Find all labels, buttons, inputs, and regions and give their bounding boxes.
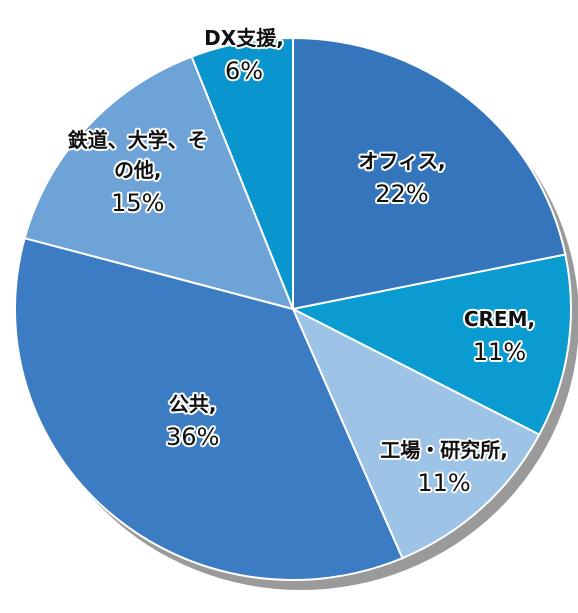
slice-label: オフィス, 22% bbox=[358, 146, 445, 212]
slice-label: 公共, 36% bbox=[166, 389, 219, 455]
category-label: オフィス, bbox=[358, 148, 446, 173]
pie-slice bbox=[289, 253, 572, 436]
pie-slice bbox=[23, 55, 295, 311]
pie-slice bbox=[292, 36, 567, 311]
pie-slice bbox=[190, 36, 294, 310]
pie-slice bbox=[14, 236, 404, 581]
value-label: 36% bbox=[166, 422, 220, 451]
value-label: 15% bbox=[111, 189, 165, 218]
category-label: DX支援, bbox=[204, 26, 284, 51]
slice-label: DX支援, 6% bbox=[204, 23, 284, 89]
category-label: 鉄道、大学、その他, bbox=[67, 128, 208, 183]
category-label: 工場・研究所, bbox=[380, 438, 508, 463]
value-label: 22% bbox=[375, 179, 429, 208]
value-label: 11% bbox=[417, 469, 471, 498]
pie-slice bbox=[290, 306, 541, 560]
slice-label: CREM, 11% bbox=[464, 304, 535, 370]
category-label: CREM, bbox=[463, 307, 536, 332]
value-label: 6% bbox=[224, 57, 264, 86]
slice-label: 工場・研究所, 11% bbox=[380, 435, 508, 501]
category-label: 公共, bbox=[168, 391, 217, 416]
slice-label: 鉄道、大学、その他, 15% bbox=[68, 125, 208, 221]
value-label: 11% bbox=[472, 338, 527, 367]
